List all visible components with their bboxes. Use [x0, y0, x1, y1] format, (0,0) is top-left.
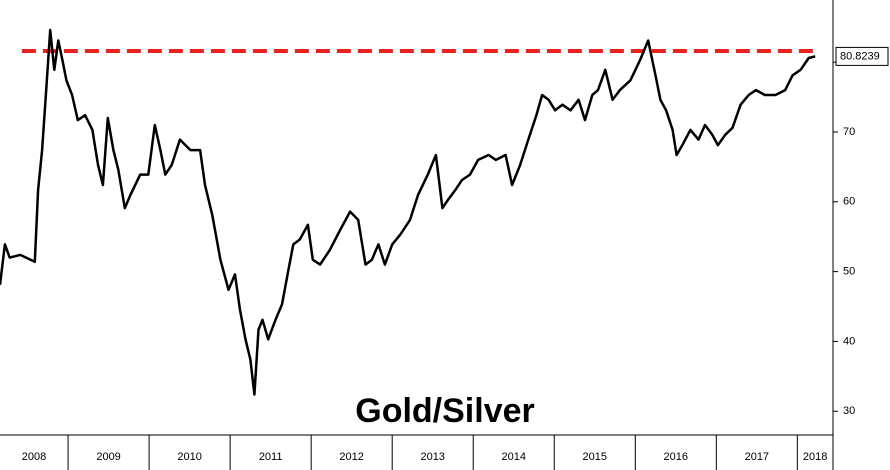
line-series — [0, 28, 816, 396]
x-tick-label: 2016 — [664, 451, 688, 463]
y-tick-label: 60 — [843, 196, 855, 208]
x-tick-label: 2013 — [420, 451, 444, 463]
y-tick-label: 30 — [843, 405, 855, 417]
y-tick-label: 50 — [843, 266, 855, 278]
x-tick-label: 2010 — [177, 451, 201, 463]
x-tick-label: 2017 — [745, 451, 769, 463]
y-tick-label: 40 — [843, 335, 855, 347]
x-tick-label: 2014 — [501, 451, 525, 463]
x-tick-label: 2008 — [22, 451, 46, 463]
x-tick-label: 2018 — [803, 451, 827, 463]
x-tick-label: 2009 — [96, 451, 120, 463]
chart-annotation: Gold/Silver — [355, 392, 535, 430]
x-tick-label: 2011 — [259, 451, 283, 463]
x-tick-label: 2012 — [339, 451, 363, 463]
x-tick-label: 2015 — [583, 451, 607, 463]
last-value-label: 80.8239 — [840, 50, 880, 62]
last-value-box — [835, 46, 889, 66]
y-tick-label: 70 — [843, 126, 855, 138]
